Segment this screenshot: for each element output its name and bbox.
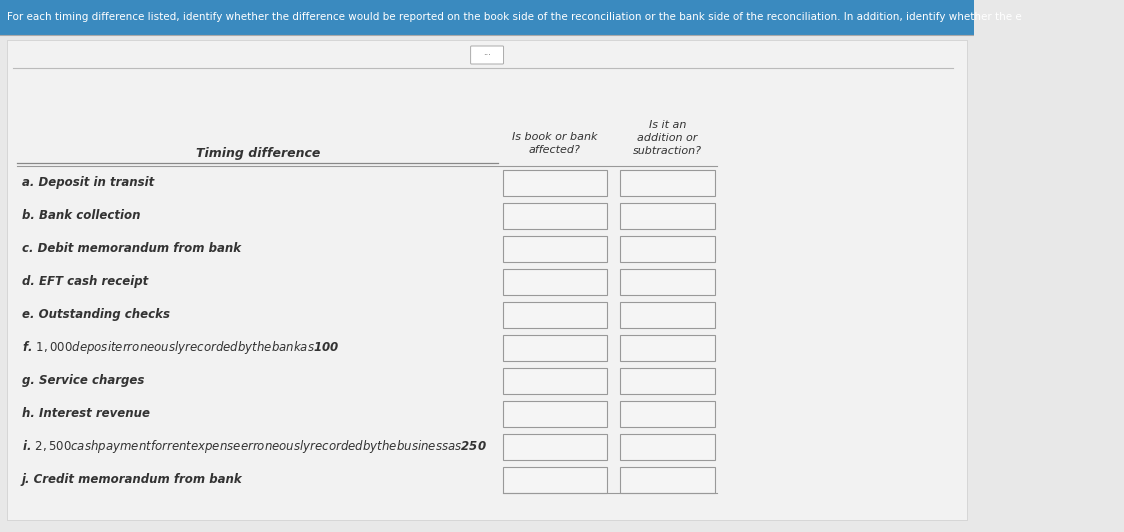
FancyBboxPatch shape — [502, 467, 607, 493]
Text: c. Debit memorandum from bank: c. Debit memorandum from bank — [21, 242, 241, 255]
Text: a. Deposit in transit: a. Deposit in transit — [21, 176, 154, 189]
FancyBboxPatch shape — [502, 203, 607, 229]
FancyBboxPatch shape — [619, 335, 715, 361]
Text: h. Interest revenue: h. Interest revenue — [21, 407, 149, 420]
Text: For each timing difference listed, identify whether the difference would be repo: For each timing difference listed, ident… — [7, 12, 1022, 22]
FancyBboxPatch shape — [502, 335, 607, 361]
FancyBboxPatch shape — [502, 236, 607, 262]
FancyBboxPatch shape — [619, 467, 715, 493]
FancyBboxPatch shape — [502, 170, 607, 195]
FancyBboxPatch shape — [471, 46, 504, 64]
Text: b. Bank collection: b. Bank collection — [21, 209, 140, 222]
FancyBboxPatch shape — [619, 401, 715, 427]
Text: affected?: affected? — [528, 145, 581, 155]
Text: Timing difference: Timing difference — [196, 147, 320, 160]
FancyBboxPatch shape — [619, 269, 715, 295]
FancyBboxPatch shape — [7, 40, 968, 520]
Text: j. Credit memorandum from bank: j. Credit memorandum from bank — [21, 473, 243, 486]
Text: addition or: addition or — [637, 133, 698, 143]
FancyBboxPatch shape — [502, 401, 607, 427]
FancyBboxPatch shape — [502, 269, 607, 295]
Text: i. $2,500 cash payment for rent expense erroneously recorded by the business as : i. $2,500 cash payment for rent expense … — [21, 438, 487, 455]
FancyBboxPatch shape — [619, 236, 715, 262]
FancyBboxPatch shape — [619, 434, 715, 460]
FancyBboxPatch shape — [619, 170, 715, 195]
Text: f. $1,000 deposit erroneously recorded by the bank as $100: f. $1,000 deposit erroneously recorded b… — [21, 339, 339, 356]
FancyBboxPatch shape — [502, 368, 607, 394]
FancyBboxPatch shape — [502, 302, 607, 328]
FancyBboxPatch shape — [502, 434, 607, 460]
Text: d. EFT cash receipt: d. EFT cash receipt — [21, 275, 148, 288]
Text: Is book or bank: Is book or bank — [511, 132, 598, 142]
FancyBboxPatch shape — [619, 368, 715, 394]
FancyBboxPatch shape — [0, 0, 975, 35]
Text: e. Outstanding checks: e. Outstanding checks — [21, 308, 170, 321]
FancyBboxPatch shape — [619, 203, 715, 229]
FancyBboxPatch shape — [619, 302, 715, 328]
Text: g. Service charges: g. Service charges — [21, 374, 144, 387]
Text: ···: ··· — [483, 52, 491, 61]
Text: subtraction?: subtraction? — [633, 146, 701, 156]
Text: Is it an: Is it an — [649, 120, 686, 130]
